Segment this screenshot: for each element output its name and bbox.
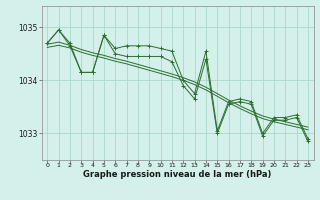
X-axis label: Graphe pression niveau de la mer (hPa): Graphe pression niveau de la mer (hPa) [84,170,272,179]
